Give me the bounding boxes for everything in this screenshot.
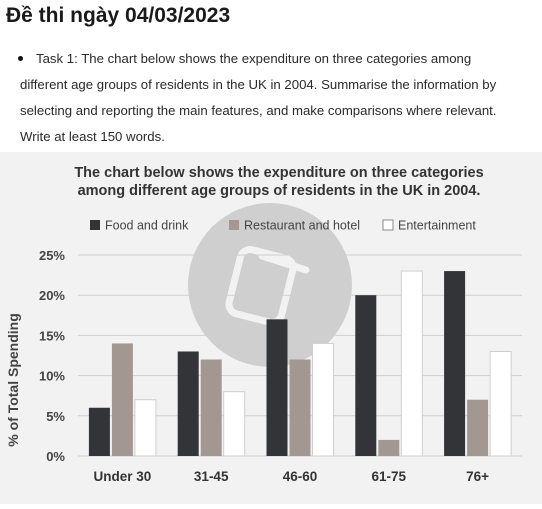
y-tick-label: 25% [39, 248, 65, 263]
legend-swatch [382, 219, 394, 231]
bar-restaurant-and-hotel-under-30 [111, 343, 133, 456]
chart-title-line1: The chart below shows the expenditure on… [74, 165, 483, 181]
bar-food-and-drink-46-60 [266, 319, 288, 456]
legend-label: Food and drink [105, 219, 189, 233]
legend-swatch [90, 220, 100, 230]
bar-entertainment-76- [489, 350, 512, 457]
x-tick-label: 46-60 [283, 469, 318, 484]
y-axis-ticks: 0% 5% 10% 15% 20% 25% [39, 248, 65, 464]
task-text: Task 1: The chart below shows the expend… [20, 51, 497, 144]
bar-food-and-drink-under-30 [88, 407, 110, 456]
y-tick-label: 5% [46, 409, 65, 424]
page-title: Đề thi ngày 04/03/2023 [6, 4, 231, 27]
bar-restaurant-and-hotel-61-75 [378, 439, 400, 456]
chart-container: The chart below shows the expenditure on… [0, 152, 542, 504]
legend-label: Restaurant and hotel [244, 219, 360, 233]
y-tick-label: 10% [39, 369, 65, 384]
bar-chart: The chart below shows the expenditure on… [0, 152, 542, 504]
watermark-logo [188, 203, 352, 367]
x-tick-label: 31-45 [194, 469, 229, 484]
y-tick-label: 15% [39, 328, 65, 343]
legend-swatch [229, 220, 239, 230]
bar-restaurant-and-hotel-46-60 [289, 359, 311, 456]
task-paragraph: Task 1: The chart below shows the expend… [18, 46, 520, 150]
bar-restaurant-and-hotel-76- [467, 399, 489, 456]
bar-food-and-drink-61-75 [355, 295, 377, 456]
bullet-icon [18, 56, 23, 61]
bar-food-and-drink-31-45 [177, 351, 199, 456]
y-axis-label: % of Total Spending [5, 313, 21, 447]
x-tick-label: 61-75 [372, 469, 407, 484]
bar-food-and-drink-76- [444, 271, 466, 456]
x-tick-label: Under 30 [94, 469, 152, 484]
chart-bars [88, 270, 512, 457]
y-tick-label: 0% [46, 449, 65, 464]
bar-restaurant-and-hotel-31-45 [200, 359, 222, 456]
chart-title-line2: among different age groups of residents … [78, 183, 481, 199]
y-tick-label: 20% [39, 288, 65, 303]
x-tick-label: 76+ [466, 469, 489, 484]
bar-entertainment-46-60 [312, 342, 334, 457]
bar-entertainment-under-30 [134, 399, 157, 457]
bar-entertainment-31-45 [223, 391, 246, 457]
legend-label: Entertainment [398, 219, 476, 233]
chart-legend: Food and drink Restaurant and hotel Entert… [90, 219, 476, 233]
x-axis-ticks: Under 30 31-45 46-60 61-75 76+ [94, 469, 490, 484]
bar-entertainment-61-75 [400, 270, 423, 457]
